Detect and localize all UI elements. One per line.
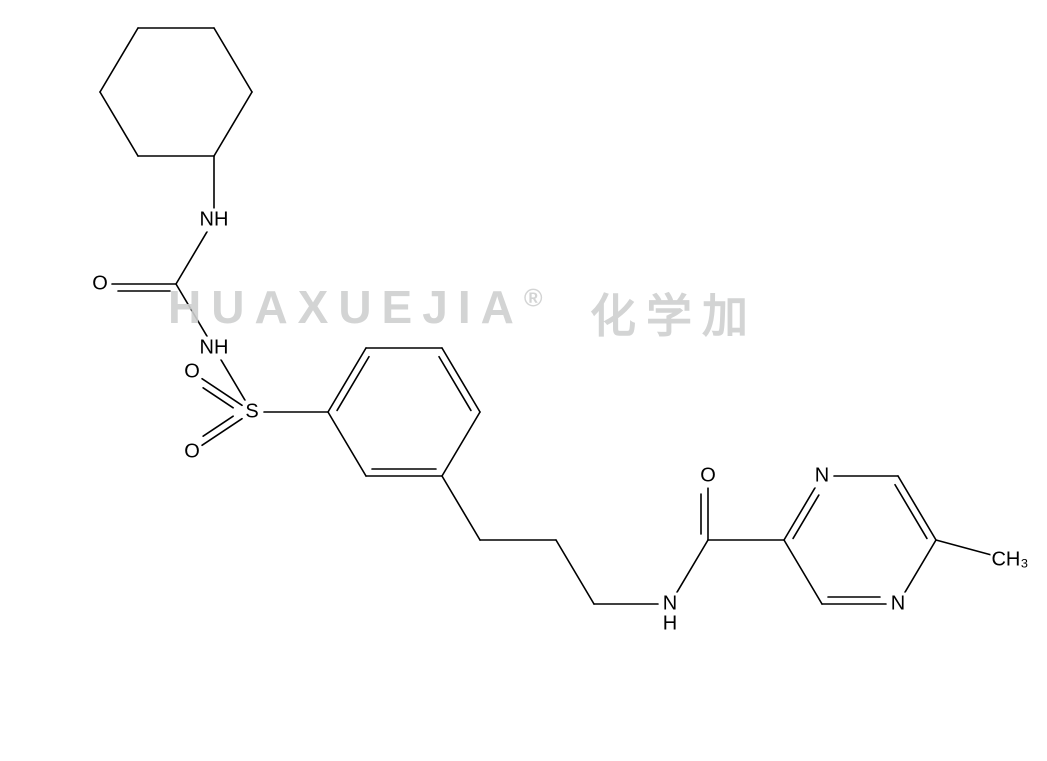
atom-O4: O: [699, 465, 717, 488]
atom-N3-H: H: [663, 613, 677, 636]
atom-Me: CH₃: [990, 549, 1029, 572]
bond-layer: [0, 0, 1047, 761]
atom-N2: NH: [199, 337, 230, 360]
watermark-1: 化学加: [590, 280, 758, 346]
atom-pN2: N: [890, 593, 906, 616]
atom-N1: NH: [199, 209, 230, 232]
molecule-canvas: NHONHSOONHONNCH₃ HUAXUEJIA®化学加: [0, 0, 1047, 761]
atom-S: S: [244, 401, 259, 424]
atom-O1: O: [91, 273, 109, 296]
atom-O3: O: [183, 441, 201, 464]
watermark-0: HUAXUEJIA®: [168, 280, 542, 334]
atom-pN1: N: [814, 465, 830, 488]
atom-O2: O: [183, 361, 201, 384]
